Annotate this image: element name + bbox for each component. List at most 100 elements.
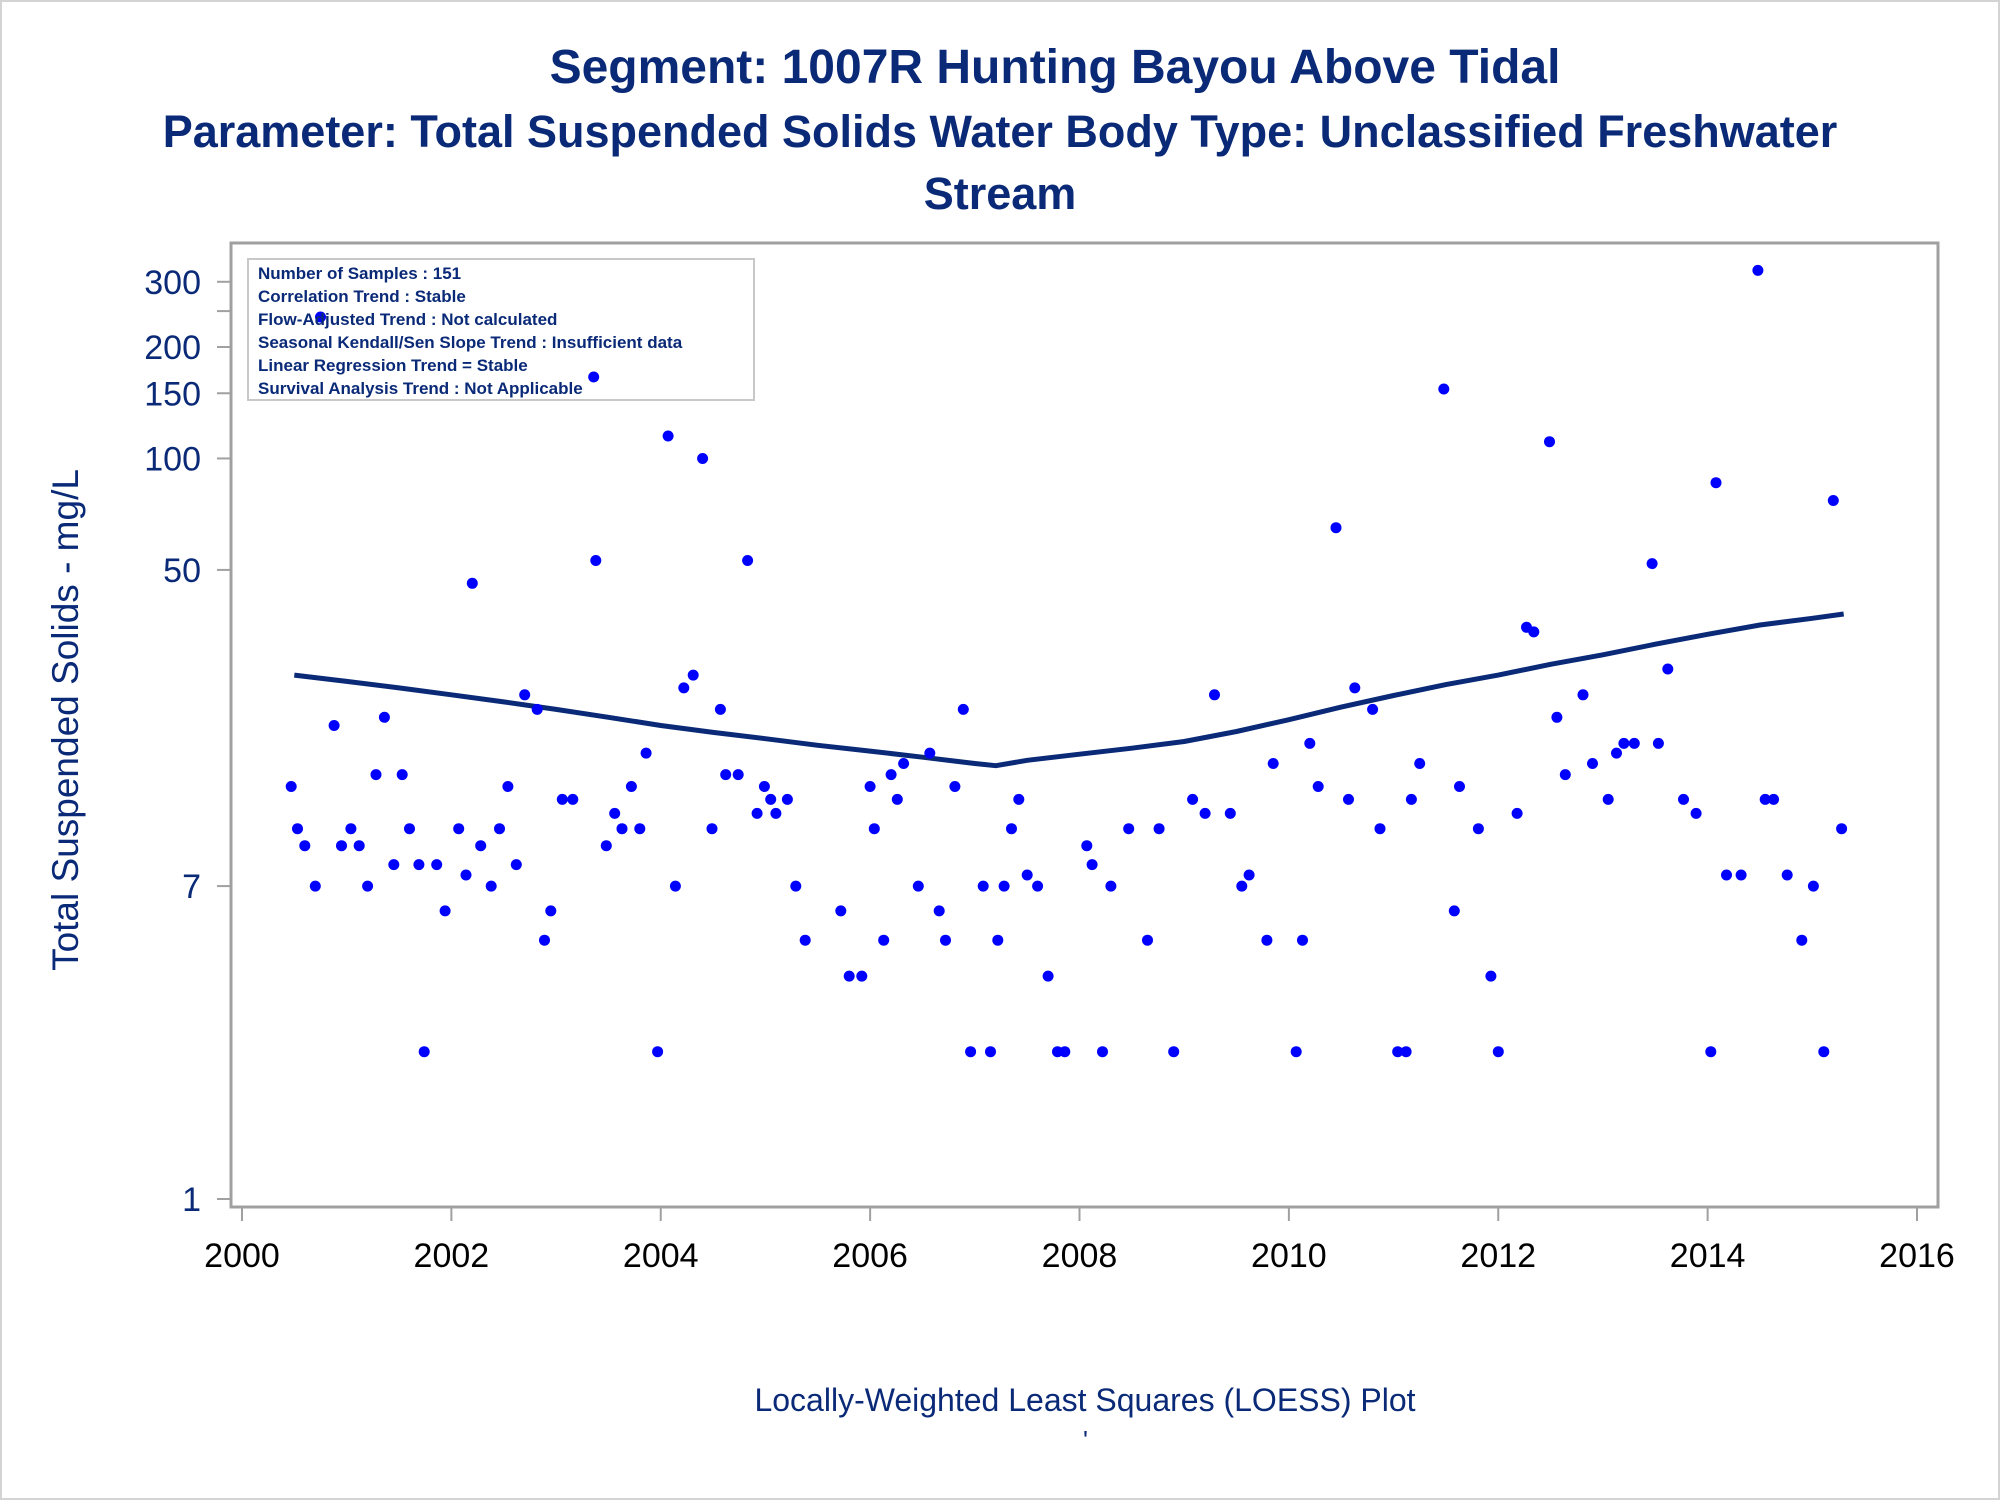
sample-point bbox=[1454, 781, 1465, 792]
sample-point bbox=[965, 1046, 977, 1058]
sample-point bbox=[912, 880, 924, 892]
y-tick-label: 100 bbox=[144, 440, 201, 478]
sample-point bbox=[345, 823, 357, 835]
x-tick-label: 2002 bbox=[414, 1237, 490, 1275]
sample-point bbox=[1261, 934, 1273, 946]
sample-point bbox=[588, 371, 600, 383]
sample-point bbox=[751, 807, 763, 819]
sample-point bbox=[362, 880, 374, 892]
sample-point bbox=[1400, 1046, 1412, 1058]
sample-point bbox=[933, 905, 945, 917]
sample-point bbox=[1611, 747, 1622, 759]
sample-point bbox=[328, 720, 340, 731]
sample-point bbox=[1267, 758, 1279, 769]
sample-point bbox=[460, 869, 472, 881]
sample-point bbox=[510, 859, 522, 871]
trend-info-box: Number of Samples : 151 Correlation Trend… bbox=[247, 258, 755, 401]
sample-point bbox=[1678, 793, 1689, 805]
x-axis: 2000 2002 2004 2006 2008 2010 2012 2014 2016 bbox=[204, 1207, 1955, 1275]
y-axis: 1 7 50 100 150 200 300 bbox=[144, 264, 231, 1219]
sample-point bbox=[742, 555, 754, 566]
sample-point bbox=[1710, 477, 1722, 489]
sample-point bbox=[924, 747, 936, 759]
trend-info-line: Correlation Trend : Stable bbox=[258, 287, 466, 306]
sample-point bbox=[519, 689, 531, 701]
x-tick-label: 2000 bbox=[204, 1237, 280, 1275]
sample-point bbox=[1013, 793, 1025, 805]
y-tick-label: 50 bbox=[163, 552, 201, 590]
x-tick-label: 2008 bbox=[1042, 1237, 1118, 1275]
sample-point bbox=[413, 859, 425, 871]
sample-point bbox=[1367, 703, 1379, 715]
sample-point bbox=[770, 807, 782, 819]
sample-point bbox=[1123, 823, 1135, 835]
trend-info-line: Survival Analysis Trend : Not Applicable bbox=[258, 379, 583, 398]
sample-point bbox=[781, 793, 793, 805]
sample-point bbox=[885, 769, 897, 781]
sample-point bbox=[697, 453, 709, 464]
sample-point bbox=[868, 823, 880, 835]
sample-point bbox=[1392, 1046, 1404, 1058]
sample-point bbox=[336, 840, 347, 852]
sample-point bbox=[634, 823, 646, 835]
chart-title-segment: Segment: 1007R Hunting Bayou Above Tidal bbox=[549, 41, 1561, 94]
sample-point bbox=[1297, 934, 1308, 946]
sample-point bbox=[949, 781, 961, 792]
sample-point bbox=[1032, 880, 1044, 892]
sample-point bbox=[556, 793, 568, 805]
x-tick-label: 2010 bbox=[1251, 1237, 1327, 1275]
sample-point bbox=[453, 823, 465, 835]
y-tick-label: 200 bbox=[144, 329, 201, 367]
sample-point bbox=[1690, 807, 1702, 819]
sample-point bbox=[475, 840, 487, 852]
sample-point bbox=[1602, 793, 1614, 805]
sample-point bbox=[1528, 626, 1540, 638]
x-tick-label: 2016 bbox=[1879, 1237, 1955, 1275]
sample-point bbox=[625, 781, 637, 792]
sample-point bbox=[1646, 558, 1658, 570]
sample-point bbox=[1759, 793, 1771, 805]
sample-point bbox=[1544, 436, 1555, 448]
sample-point bbox=[388, 859, 400, 871]
sample-point bbox=[1781, 869, 1793, 881]
sample-point bbox=[466, 577, 478, 589]
sample-point bbox=[856, 970, 868, 982]
sample-point bbox=[404, 823, 415, 835]
sample-point bbox=[1187, 793, 1199, 805]
sample-point bbox=[1485, 970, 1497, 982]
sample-point bbox=[799, 934, 811, 946]
x-tick-label: 2004 bbox=[623, 1237, 699, 1275]
sample-point bbox=[315, 311, 326, 323]
sample-point bbox=[396, 769, 408, 781]
sample-point bbox=[732, 769, 744, 781]
y-tick-label: 150 bbox=[144, 375, 201, 413]
sample-point bbox=[977, 880, 989, 892]
sample-point bbox=[299, 840, 311, 852]
sample-point bbox=[1097, 1046, 1108, 1058]
sample-point bbox=[439, 905, 451, 917]
sample-point bbox=[1796, 934, 1808, 946]
sample-point bbox=[1059, 1046, 1071, 1058]
points-layer bbox=[285, 264, 1848, 1058]
sample-point bbox=[878, 934, 890, 946]
sample-point bbox=[706, 823, 718, 835]
sample-point bbox=[1652, 737, 1664, 749]
sample-point bbox=[309, 880, 321, 892]
sample-point bbox=[545, 905, 557, 917]
sample-point bbox=[1551, 711, 1563, 723]
sample-point bbox=[1343, 793, 1354, 805]
sample-point bbox=[1587, 758, 1598, 769]
sample-point bbox=[502, 781, 514, 792]
sample-point bbox=[1618, 737, 1630, 749]
sample-point bbox=[1827, 495, 1839, 506]
sample-point bbox=[590, 555, 602, 566]
sample-point bbox=[531, 703, 543, 715]
sample-point bbox=[1209, 689, 1220, 701]
sample-point bbox=[609, 807, 621, 819]
sample-point bbox=[843, 970, 855, 982]
sample-point bbox=[1142, 934, 1153, 946]
sample-point bbox=[1042, 970, 1054, 982]
sample-point bbox=[669, 880, 681, 892]
sample-point bbox=[378, 711, 390, 723]
